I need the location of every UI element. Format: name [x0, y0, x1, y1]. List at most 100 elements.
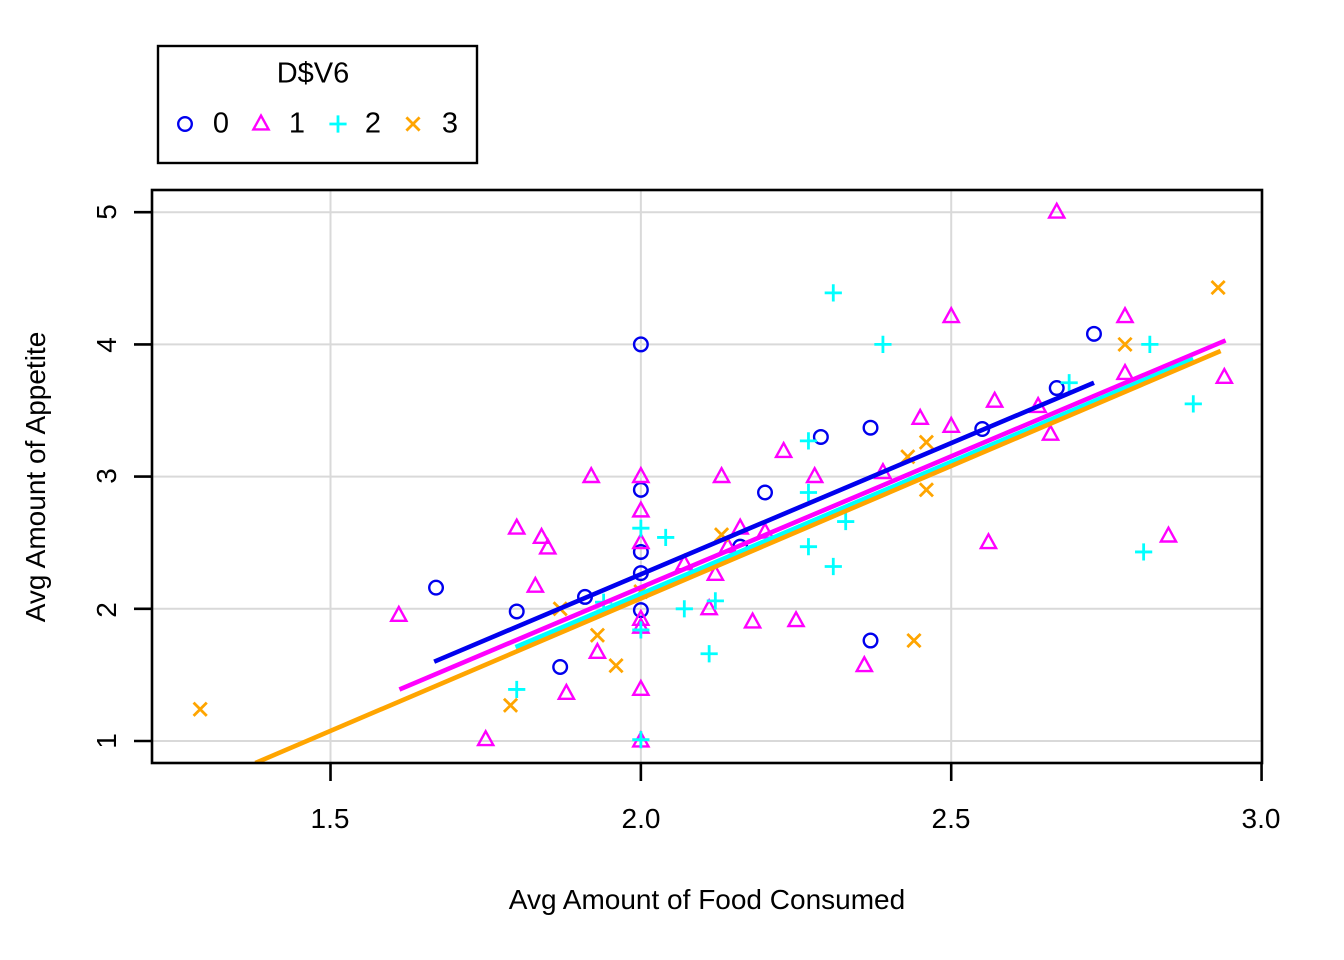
- data-point-circle: [862, 632, 879, 649]
- data-point-triangle: [631, 465, 651, 484]
- legend-item-label: 1: [288, 107, 306, 140]
- data-point-cross: [918, 434, 934, 450]
- y-tick-label: 2: [91, 602, 122, 618]
- y-tick-label: 1: [91, 733, 122, 749]
- data-point-triangle: [1214, 366, 1234, 385]
- x-tick-label: 2.5: [931, 803, 971, 834]
- legend-item-label: 0: [212, 107, 230, 140]
- data-point-cross: [918, 482, 934, 498]
- data-point-triangle: [805, 465, 825, 484]
- data-point-triangle: [711, 465, 732, 484]
- data-point-plus: [329, 115, 347, 133]
- fit-line-1: [398, 338, 1227, 692]
- data-point-plus: [1141, 335, 1159, 354]
- data-point-triangle: [389, 604, 409, 623]
- legend-symbol-1: [251, 113, 271, 131]
- data-point-plus: [508, 680, 526, 699]
- data-point-triangle: [538, 537, 558, 555]
- data-point-circle: [1048, 380, 1065, 397]
- data-point-triangle: [1158, 525, 1179, 543]
- data-point-plus: [1060, 374, 1078, 392]
- data-point-plus: [675, 600, 693, 618]
- data-point-triangle: [978, 531, 999, 550]
- data-point-triangle: [631, 500, 651, 518]
- x-tick-label: 1.5: [310, 803, 350, 834]
- data-point-circle: [632, 543, 649, 560]
- legend-symbol-0: [176, 115, 193, 132]
- data-point-triangle: [587, 641, 608, 660]
- data-point-cross: [589, 627, 606, 643]
- data-point-triangle: [941, 305, 961, 324]
- data-point-triangle: [773, 440, 794, 459]
- data-point-triangle: [699, 597, 719, 616]
- legend-item-label: 3: [441, 107, 459, 140]
- y-axis-title: Avg Amount of Appetite: [20, 331, 51, 623]
- data-point-triangle: [525, 575, 545, 593]
- data-point-triangle: [985, 390, 1005, 408]
- x-axis-title: Avg Amount of Food Consumed: [508, 884, 906, 915]
- data-point-circle: [862, 419, 879, 436]
- y-tick-label: 3: [91, 468, 122, 484]
- legend-item-label: 2: [364, 107, 382, 140]
- data-point-circle: [176, 115, 193, 132]
- data-point-plus: [799, 538, 818, 556]
- data-point-cross: [906, 632, 922, 649]
- data-point-triangle: [631, 678, 651, 697]
- data-point-plus: [799, 432, 818, 450]
- data-point-plus: [700, 645, 718, 663]
- data-point-cross: [1117, 336, 1133, 352]
- data-point-circle: [552, 658, 569, 675]
- data-point-triangle: [1040, 423, 1061, 441]
- x-tick-label: 3.0: [1241, 803, 1281, 834]
- data-point-cross: [608, 658, 624, 674]
- data-point-circle: [508, 603, 525, 620]
- data-point-plus: [1135, 543, 1153, 561]
- data-point-triangle: [581, 465, 601, 484]
- series-group-1: [389, 201, 1234, 748]
- data-point-circle: [812, 428, 829, 445]
- data-point-plus: [874, 335, 892, 354]
- data-point-triangle: [705, 563, 725, 582]
- data-point-plus: [799, 483, 818, 502]
- data-point-cross: [1210, 279, 1226, 296]
- fit-line-2: [514, 356, 1195, 650]
- data-point-triangle: [941, 415, 961, 433]
- data-point-circle: [757, 484, 774, 501]
- data-point-cross: [405, 116, 421, 132]
- data-point-plus: [632, 519, 650, 537]
- data-point-circle: [632, 336, 649, 353]
- data-point-triangle: [251, 113, 271, 131]
- data-point-triangle: [786, 609, 806, 628]
- data-point-triangle: [1047, 201, 1067, 219]
- fit-line-3: [254, 348, 1222, 763]
- data-point-triangle: [476, 728, 496, 747]
- series-group-2: [508, 284, 1202, 749]
- data-point-plus: [824, 284, 842, 302]
- data-point-plus: [706, 592, 724, 610]
- data-point-triangle: [507, 517, 527, 535]
- legend-symbol-2: [329, 115, 347, 133]
- data-point-plus: [632, 621, 650, 639]
- data-point-triangle: [556, 682, 577, 701]
- data-point-plus: [1184, 395, 1202, 413]
- data-point-circle: [1085, 325, 1102, 342]
- data-point-plus: [837, 512, 855, 531]
- data-point-triangle: [631, 531, 651, 550]
- y-tick-label: 5: [91, 204, 122, 220]
- data-point-triangle: [755, 521, 775, 539]
- data-point-plus: [632, 731, 650, 749]
- data-point-circle: [428, 579, 445, 596]
- legend-title: D$V6: [276, 57, 350, 90]
- data-point-plus: [824, 557, 842, 576]
- data-point-triangle: [1115, 362, 1135, 381]
- data-point-cross: [192, 701, 208, 717]
- data-point-cross: [502, 697, 519, 713]
- data-point-triangle: [1115, 305, 1135, 324]
- data-point-triangle: [910, 407, 930, 426]
- legend-box: [156, 44, 479, 165]
- x-tick-label: 2.0: [621, 803, 661, 834]
- data-point-triangle: [742, 611, 763, 629]
- y-tick-label: 4: [91, 337, 122, 353]
